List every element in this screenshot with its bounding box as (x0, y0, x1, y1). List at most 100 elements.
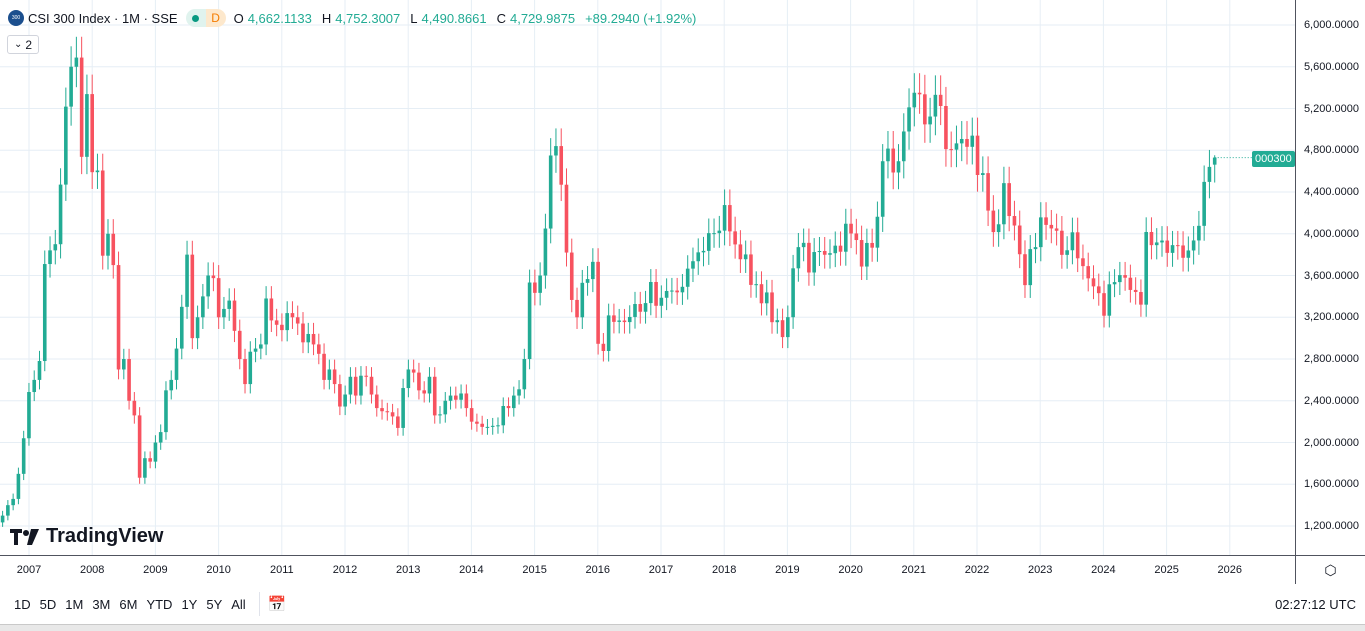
candle-body (243, 359, 247, 385)
candle-body (828, 253, 832, 255)
candle-body (559, 146, 564, 185)
candle-body (606, 315, 611, 351)
low-label: L (410, 10, 418, 26)
price-tick-label: 3,200.0000 (1303, 311, 1359, 324)
candlestick-chart[interactable] (0, 0, 1295, 555)
candle-body (564, 184, 569, 253)
time-tick-label: 2014 (459, 564, 484, 576)
candle-body (380, 408, 384, 412)
tradingview-logo[interactable]: TradingView (10, 525, 163, 548)
candle-body (1086, 266, 1091, 279)
candle-body (654, 281, 658, 306)
candle-body (369, 376, 374, 395)
candle-body (58, 184, 63, 245)
tradingview-mark-icon (10, 528, 39, 545)
candle-body (838, 245, 843, 252)
candle-body (322, 353, 326, 380)
candle-body (301, 323, 305, 343)
candle-body (691, 261, 695, 269)
range-1m[interactable]: 1M (65, 596, 84, 612)
candle-body (317, 344, 321, 354)
candle-body (733, 231, 737, 245)
candle-body (454, 395, 458, 400)
candle-body (422, 390, 426, 394)
candle-body (596, 261, 600, 344)
candle-body (1012, 216, 1017, 226)
candle-body (353, 376, 358, 396)
candle-body (817, 250, 822, 253)
candle-body (912, 92, 917, 108)
time-tick-label: 2025 (1154, 564, 1179, 576)
low-value: 4,490.8661 (421, 10, 487, 26)
candle-body (64, 106, 68, 185)
price-tick-label: 5,200.0000 (1303, 102, 1359, 115)
range-6m[interactable]: 6M (119, 596, 138, 612)
candle-body (749, 254, 753, 285)
range-5y[interactable]: 5Y (206, 596, 223, 612)
candle-body (896, 161, 901, 173)
candle-body (417, 372, 421, 391)
range-3m[interactable]: 3M (92, 596, 111, 612)
settings-hexagon-icon: ⬡ (1324, 561, 1337, 578)
candle-body (659, 297, 664, 306)
range-all[interactable]: All (231, 596, 246, 612)
candle-body (74, 57, 79, 67)
candle-body (638, 304, 643, 312)
candle-body (385, 411, 390, 413)
candle-body (938, 94, 943, 107)
indicator-count: 2 (25, 37, 33, 52)
candle-body (158, 432, 163, 443)
candle-body (717, 230, 722, 234)
price-tick-label: 1,600.0000 (1303, 478, 1359, 491)
candle-body (1186, 250, 1191, 258)
candle-body (206, 275, 210, 297)
candle-body (1149, 231, 1154, 246)
candle-body (1002, 183, 1006, 225)
go-to-date-icon[interactable]: 📅 (267, 596, 287, 613)
candle-body (464, 393, 469, 409)
candle-body (295, 317, 300, 324)
range-ytd[interactable]: YTD (146, 596, 173, 612)
candle-body (901, 131, 906, 162)
candle-body (1160, 240, 1164, 243)
candle-body (1154, 242, 1159, 246)
candle-body (1133, 289, 1138, 293)
price-tick-label: 5,600.0000 (1303, 60, 1359, 73)
price-tick-label: 4,800.0000 (1303, 144, 1359, 157)
candle-body (132, 400, 137, 416)
candle-body (174, 348, 179, 380)
range-5d[interactable]: 5D (39, 596, 57, 612)
candle-body (306, 333, 311, 343)
candle-body (290, 313, 295, 318)
chart-settings-button[interactable]: ⬡ (1295, 555, 1365, 584)
market-status-pill[interactable]: D (185, 9, 226, 27)
candle-body (100, 170, 105, 256)
collapse-indicators-button[interactable]: ⌄ 2 (7, 35, 39, 54)
time-tick-label: 2026 (1217, 564, 1243, 576)
candle-body (633, 304, 637, 317)
candle-body (48, 250, 52, 265)
data-delay-badge: D (205, 9, 226, 27)
candle-body (575, 299, 579, 318)
candle-body (285, 313, 289, 331)
range-1d[interactable]: 1D (14, 596, 31, 612)
clock[interactable]: 02:27:12 UTC (1275, 597, 1356, 612)
candle-body (490, 425, 495, 427)
candle-body (248, 351, 253, 385)
candle-body (259, 344, 263, 349)
candle-body (543, 228, 548, 276)
candle-body (944, 106, 948, 150)
candle-body (886, 148, 890, 162)
symbol-title[interactable]: CSI 300 Index · 1M · SSE (28, 10, 178, 26)
candle-body (538, 275, 542, 293)
candle-body (812, 252, 816, 273)
time-tick-label: 2007 (16, 564, 42, 576)
time-axis[interactable]: 2007 2008 2009 2010 2011 2012 2013 2014 2015 2016… (0, 555, 1295, 584)
price-axis[interactable]: 1,200.0000 1,600.0000 2,000.0000 2,400.0000… (1295, 0, 1365, 555)
candle-body (21, 438, 26, 474)
page-bottom-strip (0, 624, 1365, 631)
candle-body (506, 406, 511, 409)
candle-body (533, 282, 537, 293)
range-1y[interactable]: 1Y (181, 596, 198, 612)
time-tick-label: 2012 (332, 564, 358, 576)
